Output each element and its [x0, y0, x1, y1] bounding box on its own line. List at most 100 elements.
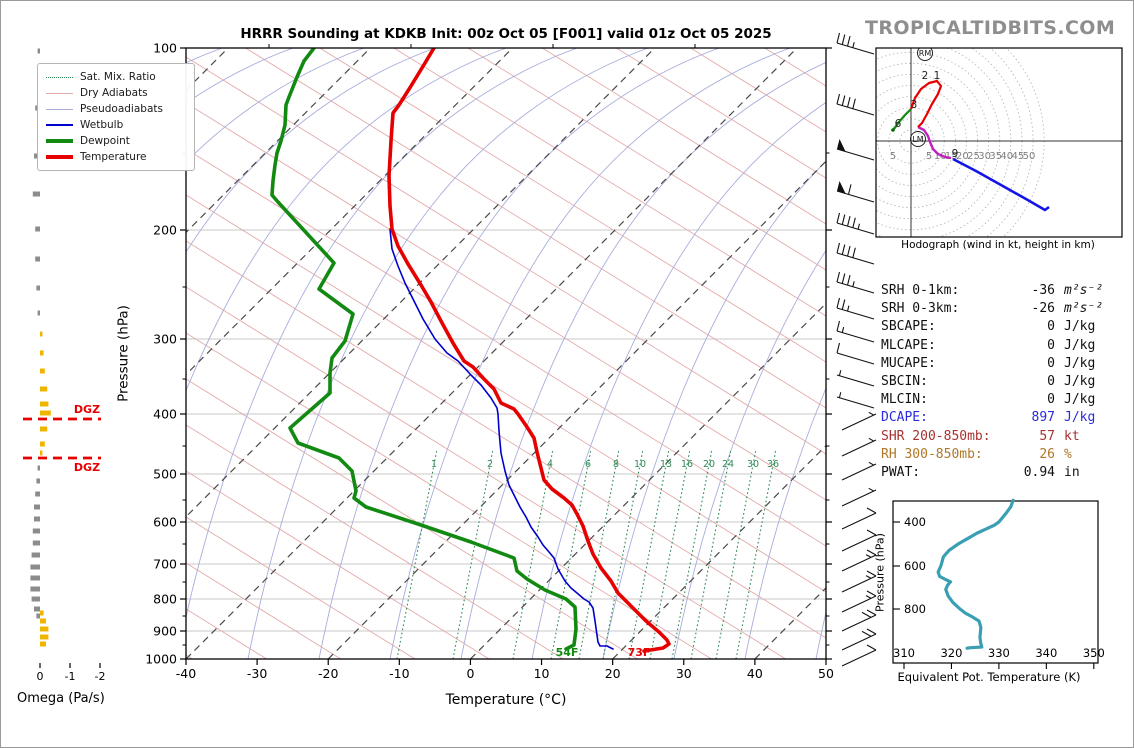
stat-unit: kt	[1064, 428, 1080, 444]
stat-label: SHR 200-850mb:	[881, 428, 991, 444]
svg-text:-10: -10	[389, 666, 409, 681]
stats-panel: SRH 0-1km: -36 m²s⁻² SRH 0-3km: -26 m²s⁻² SBCA…	[881, 282, 1121, 482]
wetbulb-curve	[389, 228, 614, 650]
storm-motion-marker: RM	[919, 49, 932, 58]
stat-unit: %	[1064, 446, 1072, 462]
legend-item-label: Pseudoadiabats	[80, 103, 163, 115]
svg-text:310: 310	[893, 646, 915, 660]
legend-line-sample	[46, 124, 73, 126]
svg-text:30: 30	[676, 666, 692, 681]
svg-text:-1: -1	[65, 670, 76, 683]
svg-text:4: 4	[547, 459, 553, 470]
stat-unit: in	[1064, 464, 1080, 480]
theta-e-curve	[936, 498, 1015, 650]
stat-label: SBCIN:	[881, 373, 928, 389]
svg-text:900: 900	[153, 624, 177, 639]
stat-value: -36	[1031, 283, 1055, 298]
stat-value: 0	[1047, 355, 1055, 371]
hodograph-trace-mid	[917, 125, 952, 160]
legend-item-label: Dry Adiabats	[80, 87, 148, 99]
svg-text:2: 2	[487, 459, 493, 470]
stat-unit: J/kg	[1064, 355, 1096, 371]
legend-line-sample	[46, 76, 73, 78]
pressure-axis-label: Pressure (hPa)	[115, 305, 132, 402]
svg-text:0: 0	[466, 666, 474, 681]
stat-label: MLCAPE:	[881, 337, 936, 353]
height-km-label: 9	[952, 148, 959, 160]
svg-text:320: 320	[940, 646, 962, 660]
svg-text:8: 8	[613, 459, 619, 470]
svg-text:36: 36	[767, 459, 779, 470]
stat-value: 0	[1047, 337, 1055, 353]
height-km-label: 6	[895, 118, 902, 130]
stat-label: PWAT:	[881, 464, 921, 480]
stat-row: RH 300-850mb: 26%	[881, 446, 1121, 464]
svg-text:100: 100	[153, 41, 177, 56]
legend-item-label: Wetbulb	[80, 119, 124, 131]
legend-line-sample	[46, 92, 73, 94]
stat-label: SRH 0-1km:	[881, 283, 960, 298]
svg-text:10: 10	[634, 459, 646, 470]
legend-item: Dewpoint	[46, 133, 186, 149]
height-km-label: 2	[922, 70, 929, 82]
svg-text:45: 45	[1012, 151, 1025, 162]
stat-label: MUCAPE:	[881, 355, 936, 371]
svg-text:800: 800	[153, 592, 177, 607]
stat-row: SBCAPE: 0 J/kg	[881, 318, 1121, 336]
stat-value: -26	[1031, 301, 1055, 317]
site-logo: TROPICALTIDBITS.COM	[865, 17, 1116, 39]
theta-e-pressure-label: Pressure (hPa)	[873, 533, 887, 612]
legend-item: Dry Adiabats	[46, 85, 186, 101]
stat-label: MLCIN:	[881, 392, 928, 408]
dgz-label: DGZ	[74, 461, 100, 474]
stat-row: SRH 0-1km: -36 m²s⁻²	[881, 282, 1121, 300]
sounding-curves	[270, 48, 671, 653]
svg-text:200: 200	[153, 223, 177, 238]
svg-text:600: 600	[904, 559, 926, 573]
svg-text:0: 0	[37, 670, 44, 683]
svg-text:35: 35	[989, 151, 1002, 162]
svg-text:300: 300	[153, 332, 177, 347]
stat-value: 0	[1047, 392, 1055, 408]
legend-line-sample	[46, 139, 73, 143]
svg-text:-30: -30	[247, 666, 267, 681]
svg-text:20: 20	[605, 666, 621, 681]
stat-unit: J/kg	[1064, 319, 1096, 335]
svg-text:-40: -40	[176, 666, 196, 681]
legend-item: Wetbulb	[46, 117, 186, 133]
svg-text:700: 700	[153, 557, 177, 572]
stat-row: MLCAPE: 0 J/kg	[881, 337, 1121, 355]
height-km-label: 1	[934, 70, 941, 82]
svg-text:40: 40	[1000, 151, 1013, 162]
svg-text:16: 16	[681, 459, 693, 470]
stat-label: SBCAPE:	[881, 319, 936, 335]
theta-e-panel: 310 320 330 340 350 400 600 800	[892, 498, 1105, 669]
stat-row: MUCAPE: 0 J/kg	[881, 355, 1121, 373]
theta-e-axis-label: Equivalent Pot. Temperature (K)	[897, 670, 1081, 684]
omega-panel: DGZ DGZ 0 -1 -2	[23, 48, 106, 683]
stat-value: 0	[1047, 319, 1055, 335]
svg-text:6: 6	[585, 459, 591, 470]
storm-motion-marker: LM	[912, 135, 923, 144]
svg-text:-20: -20	[318, 666, 338, 681]
hodograph-caption: Hodograph (wind in kt, height in km)	[901, 239, 1095, 251]
stat-label: RH 300-850mb:	[881, 446, 983, 462]
svg-text:1: 1	[431, 459, 437, 470]
svg-text:24: 24	[722, 459, 734, 470]
svg-text:20: 20	[703, 459, 715, 470]
svg-text:-2: -2	[95, 670, 106, 683]
stat-row: SRH 0-3km: -26 m²s⁻²	[881, 300, 1121, 318]
stat-unit: m²s⁻²	[1064, 283, 1104, 298]
stat-unit: m²s⁻²	[1064, 301, 1104, 317]
legend-item: Pseudoadiabats	[46, 101, 186, 117]
hodograph-trace-upper	[952, 157, 1050, 212]
svg-text:25: 25	[967, 151, 980, 162]
stat-row: MLCIN: 0 J/kg	[881, 391, 1121, 409]
svg-text:10: 10	[534, 666, 550, 681]
stat-value: 897	[1031, 410, 1055, 426]
